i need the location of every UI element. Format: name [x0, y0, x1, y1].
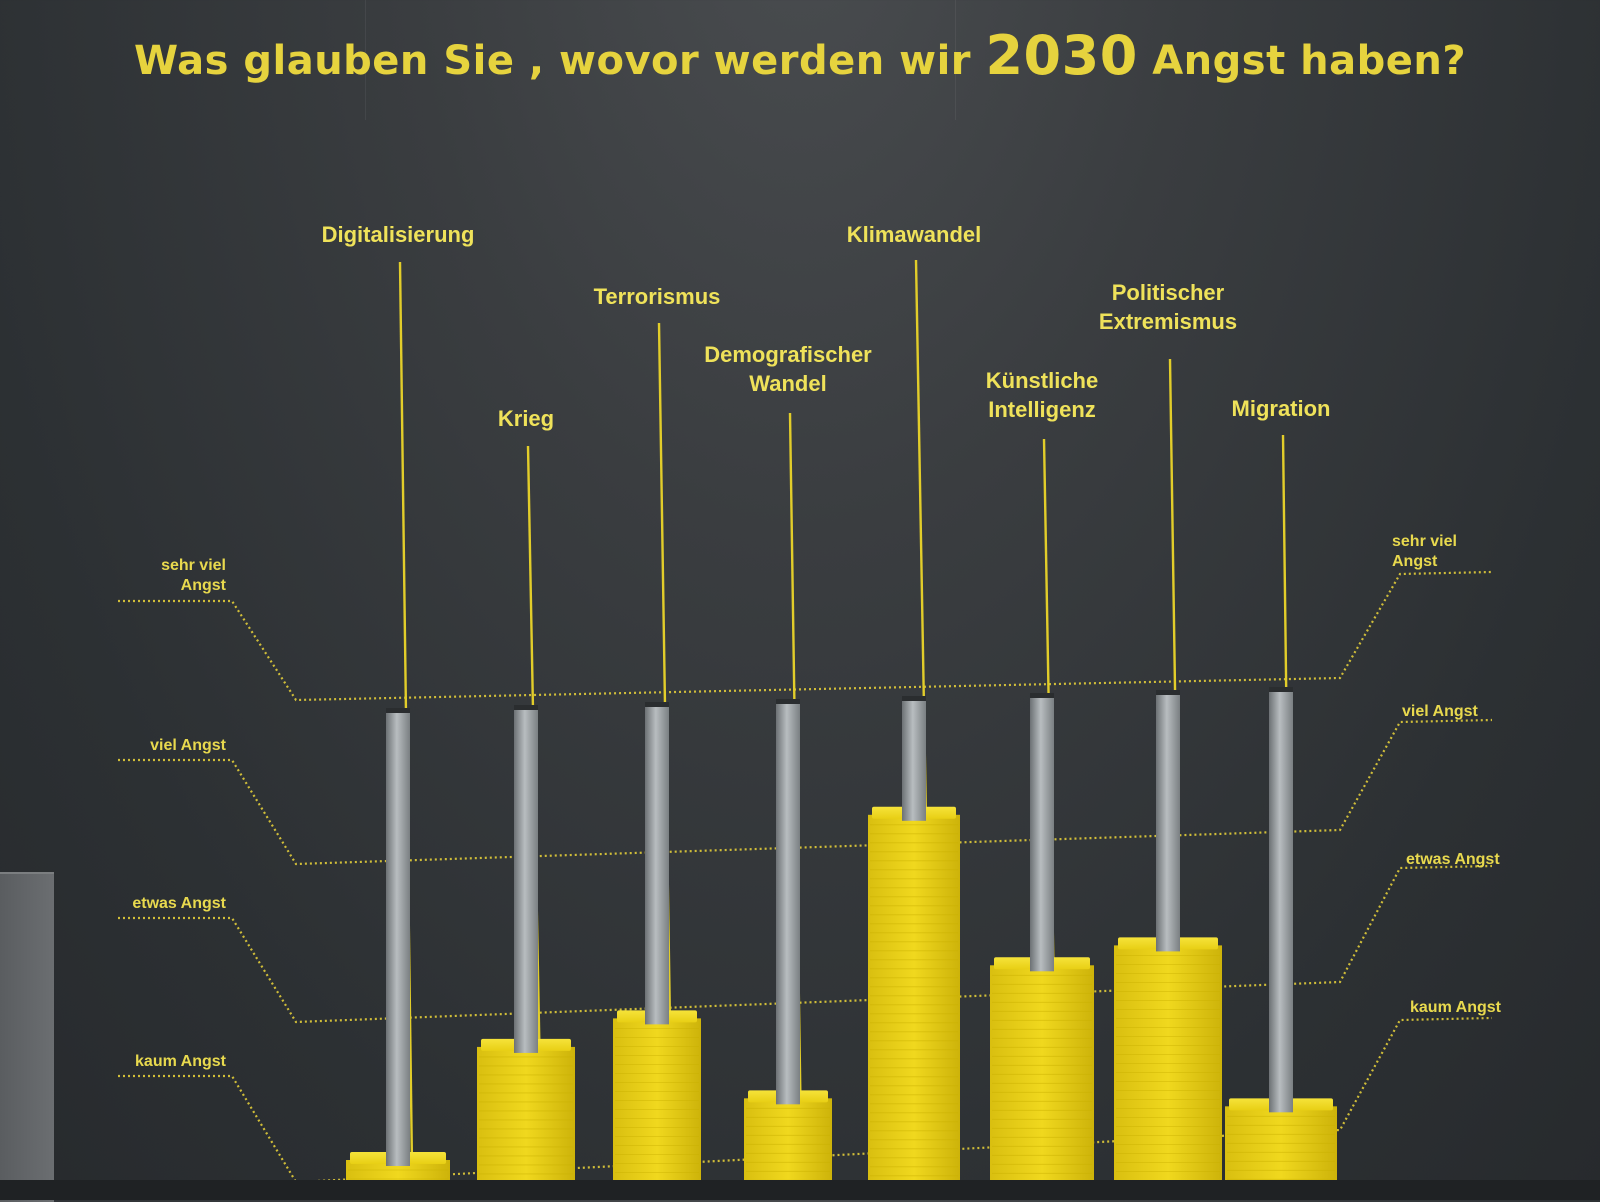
- category-label: Politischer Extremismus: [1098, 280, 1238, 334]
- value-block: [477, 1046, 575, 1200]
- scale-line: [118, 718, 1493, 866]
- scale-label-right-sehr-viel: sehr viel Angst: [1392, 533, 1457, 570]
- value-block: [990, 965, 1094, 1200]
- pole-group: [477, 445, 575, 1200]
- scale-label-left-kaum: kaum Angst: [135, 1053, 226, 1070]
- pole-group: [1114, 358, 1222, 1200]
- scale-label-left-viel: viel Angst: [150, 737, 226, 754]
- value-block: [868, 814, 960, 1200]
- metal-rod: [386, 711, 410, 1166]
- pole-group: [1225, 434, 1337, 1200]
- metal-rod: [776, 702, 800, 1105]
- side-panel: [0, 872, 54, 1202]
- category-label: Demografischer Wandel: [704, 342, 872, 396]
- metal-rod: [1269, 690, 1293, 1113]
- category-label: Terrorismus: [593, 284, 721, 309]
- metal-rod: [1156, 693, 1180, 952]
- rod-cap: [1156, 690, 1180, 695]
- pole-group: [613, 322, 701, 1200]
- category-label: Künstliche Intelligenz: [985, 368, 1099, 422]
- rod-cap: [645, 702, 669, 707]
- rod-cap: [776, 699, 800, 704]
- rod-cap: [386, 708, 410, 713]
- scale-line: [118, 864, 1493, 1024]
- metal-rod: [514, 708, 538, 1053]
- poles: [346, 259, 1337, 1200]
- rod-cap: [902, 696, 926, 701]
- scale-label-left-sehr-viel: sehr viel Angst: [161, 557, 226, 594]
- title-year: 2030: [985, 24, 1138, 87]
- scale-label-right-viel: viel Angst: [1402, 703, 1478, 720]
- title-text-1: Was glauben Sie , wovor werden wir: [133, 38, 972, 84]
- title-text-2: Angst haben?: [1152, 38, 1467, 84]
- exhibit-title: Was glauben Sie , wovor werden wir 2030 …: [0, 24, 1600, 87]
- rod-cap: [1030, 693, 1054, 698]
- pole-group: [990, 438, 1094, 1200]
- wall-seam: [365, 0, 366, 120]
- pole-group: [744, 412, 832, 1200]
- floor: [0, 1180, 1600, 1200]
- category-label: Klimawandel: [846, 222, 982, 247]
- metal-rod: [1030, 696, 1054, 972]
- metal-rod: [645, 705, 669, 1025]
- scale-label-right-etwas: etwas Angst: [1406, 851, 1500, 868]
- scale-label-right-kaum: kaum Angst: [1410, 999, 1501, 1016]
- scale-line: [118, 570, 1493, 702]
- pole-group: [868, 259, 960, 1200]
- rod-cap: [1269, 687, 1293, 692]
- metal-rod: [902, 699, 926, 821]
- rod-cap: [514, 705, 538, 710]
- category-label: Krieg: [497, 406, 555, 431]
- pole-group: [346, 261, 450, 1200]
- category-label: Migration: [1231, 396, 1331, 421]
- category-label: Digitalisierung: [321, 222, 475, 247]
- wall-seam: [955, 0, 956, 120]
- scale-label-left-etwas: etwas Angst: [132, 895, 226, 912]
